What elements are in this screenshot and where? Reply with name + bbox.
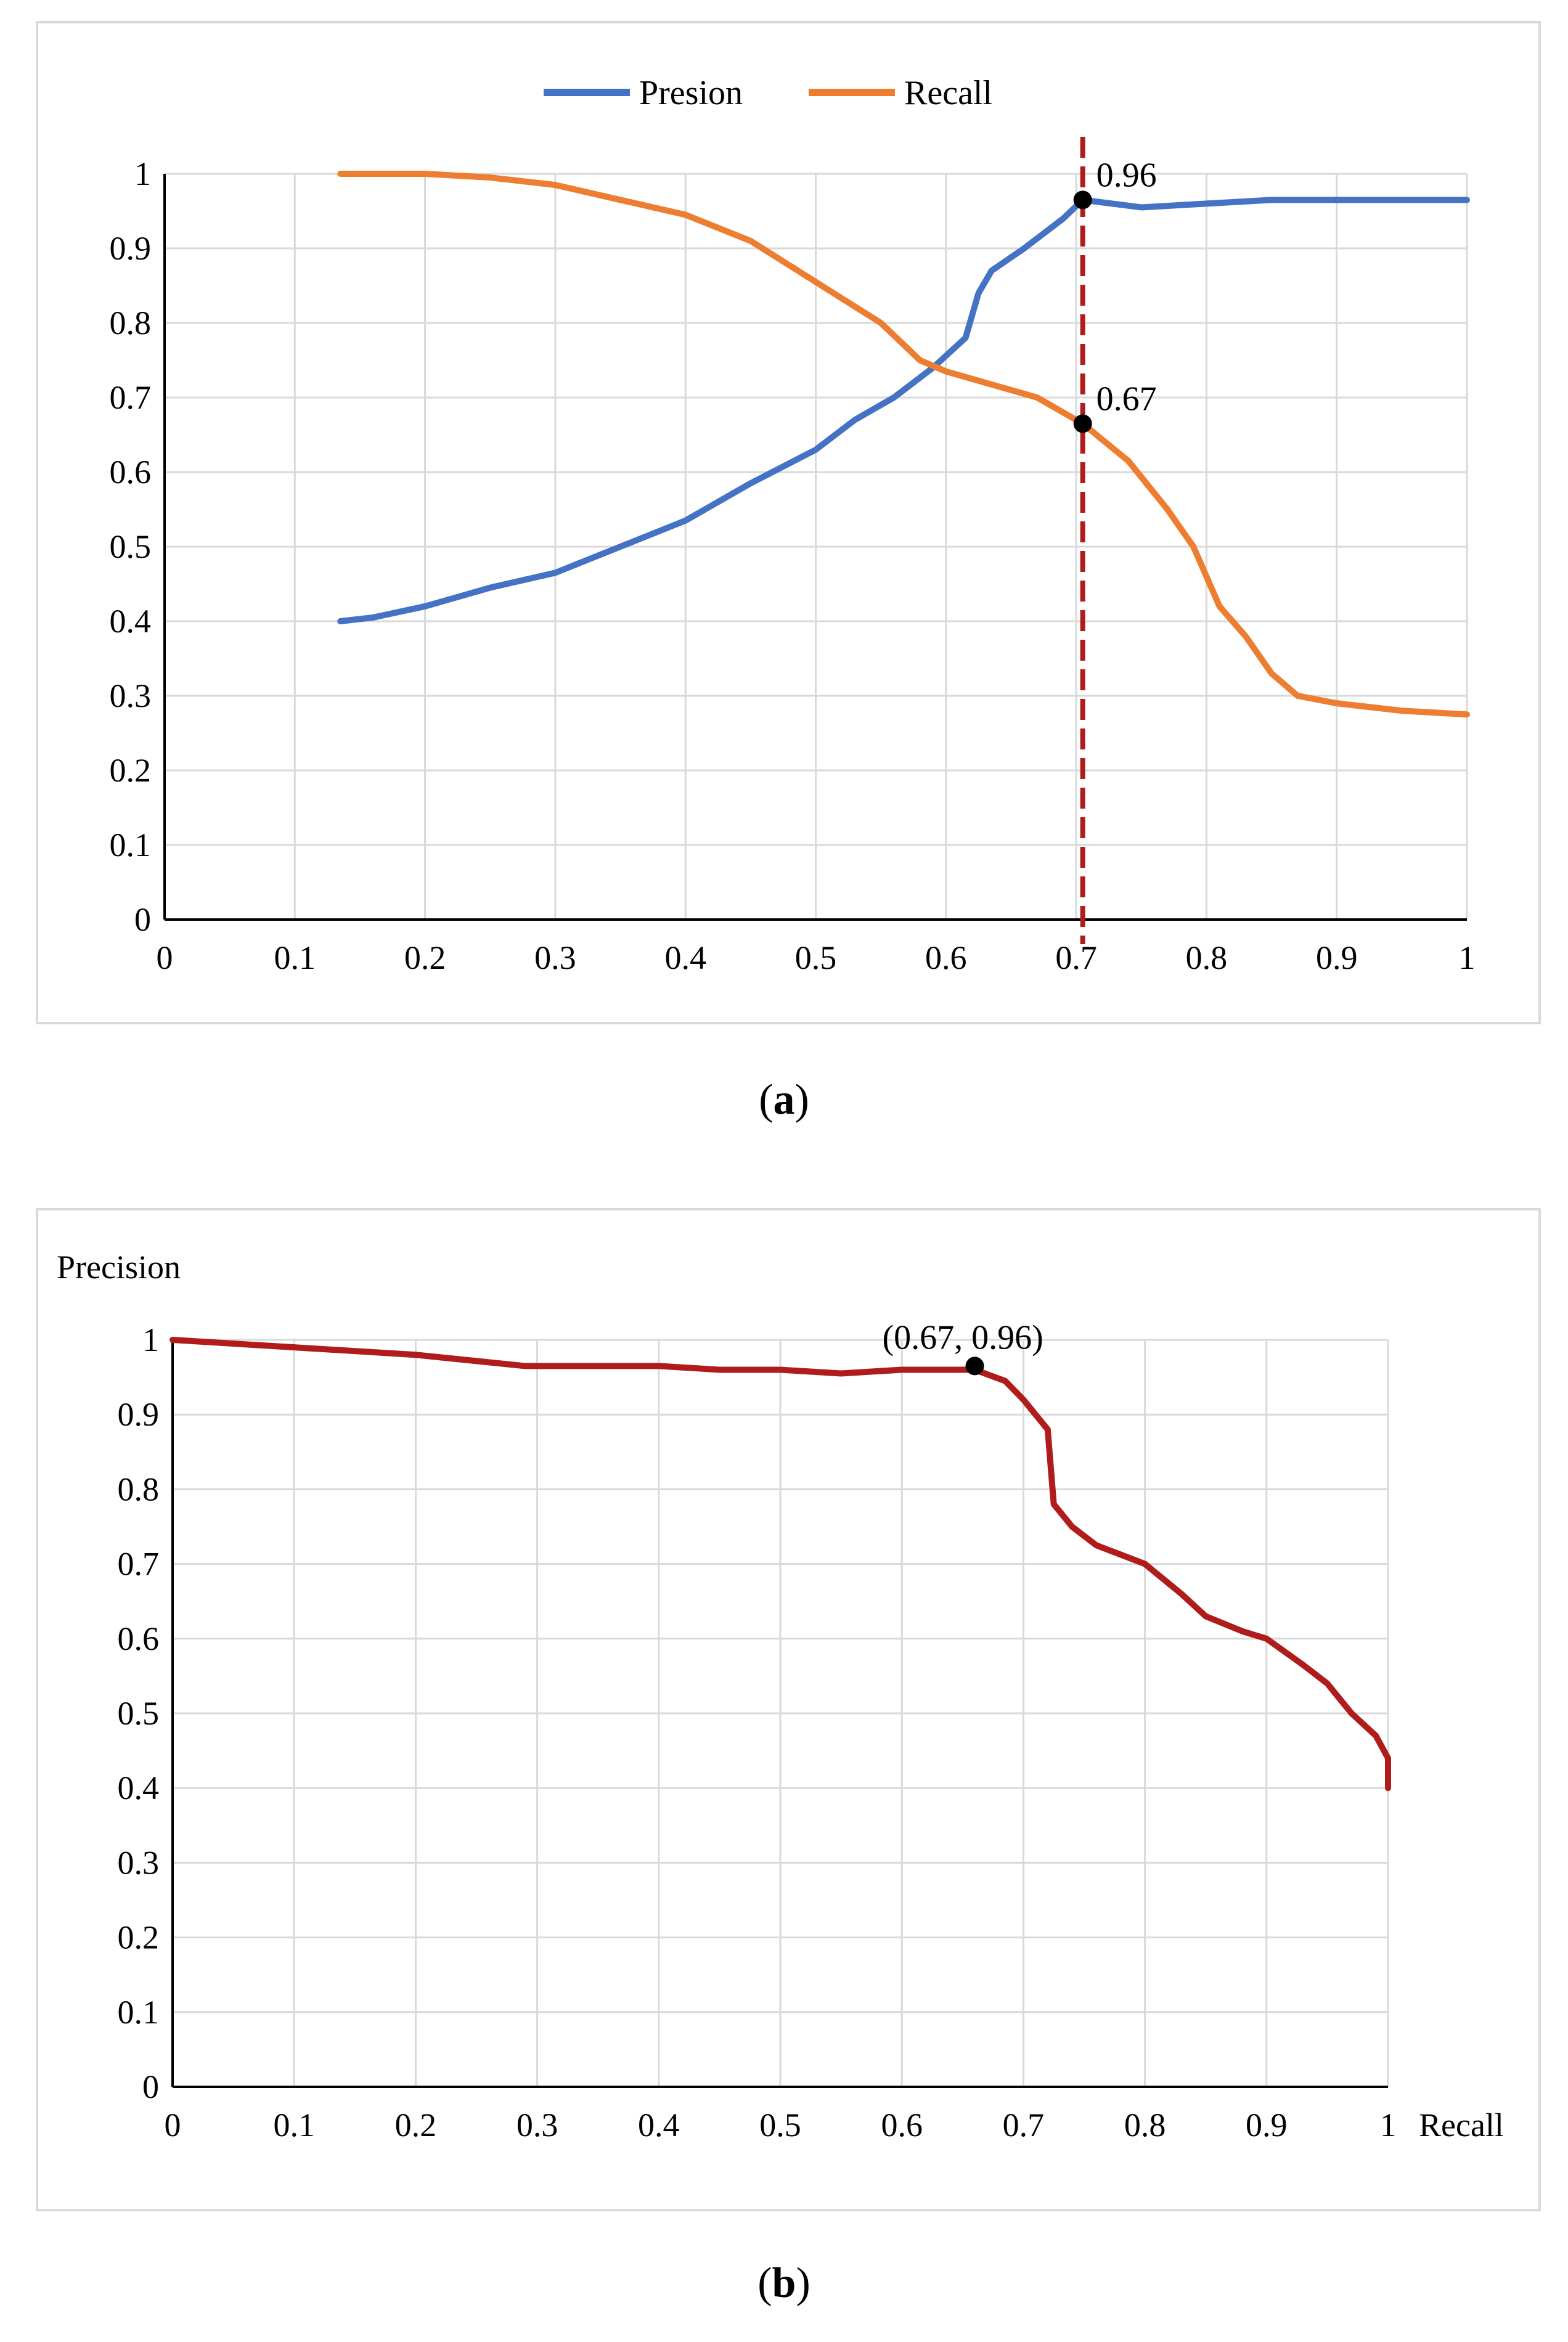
chart1-y-tick-label: 0	[142, 2068, 159, 2105]
caption-b: (b)	[757, 2259, 811, 2307]
chart0-x-tick-label: 0.5	[795, 939, 837, 976]
chart0-legend-label-0: Presion	[639, 74, 743, 112]
chart1-y-tick-label: 0.6	[118, 1620, 160, 1657]
chart1-x-tick-label: 0.9	[1246, 2107, 1288, 2144]
chart0-y-tick-label: 0	[134, 901, 151, 938]
chart1-y-tick-label: 0.1	[118, 1994, 160, 2031]
chart0-annotation-label: 0.96	[1096, 156, 1157, 194]
chart0-series-recall-line	[337, 171, 1470, 718]
chart1-x-tick-label: 0.3	[517, 2107, 558, 2144]
chart1-annotation-label: (0.67, 0.96)	[883, 1318, 1043, 1357]
chart1-y-tick-label: 0.2	[118, 1919, 160, 1956]
chart1-x-tick-label: 0.8	[1124, 2107, 1166, 2144]
chart0-y-tick-label: 0.8	[110, 304, 152, 341]
chart0-x-tick-label: 0.4	[664, 939, 706, 976]
chart1-x-tick-label: 0.2	[395, 2107, 437, 2144]
chart1-y-tick-label: 1	[142, 1321, 159, 1358]
chart0-y-tick-label: 0.4	[110, 603, 152, 640]
chart0-y-tick-label: 1	[134, 155, 151, 192]
chart0-y-tick-label: 0.7	[110, 379, 152, 416]
chart1-y-tick-label: 0.9	[118, 1396, 160, 1433]
chart1-x-tick-label: 1	[1380, 2107, 1397, 2144]
chart0-x-tick-label: 0.3	[534, 939, 576, 976]
chart1-x-tick-label: 0.4	[638, 2107, 680, 2144]
chart0-x-tick-label: 0.2	[404, 939, 446, 976]
caption-a: (a)	[759, 1076, 809, 1124]
chart1-y-tick-label: 0.4	[118, 1769, 160, 1806]
chart0-y-tick-label: 0.6	[110, 454, 152, 491]
chart1-x-tick-label: 0.7	[1003, 2107, 1045, 2144]
chart0-x-tick-label: 0.6	[925, 939, 967, 976]
chart1-y-axis-title: Precision	[57, 1249, 181, 1286]
chart1-annotation-point	[965, 1357, 984, 1376]
chart0-annotation-label: 0.67	[1096, 380, 1157, 418]
chart1-y-tick-label: 0.5	[118, 1695, 160, 1732]
chart0-series-presion-line	[337, 197, 1470, 624]
chart0-x-tick-label: 0.9	[1316, 939, 1358, 976]
chart0-y-tick-label: 0.5	[110, 528, 152, 565]
chart0-y-tick-label: 0.1	[110, 826, 152, 863]
chart0-y-tick-label: 0.2	[110, 752, 152, 789]
chart0-legend-label-1: Recall	[904, 74, 992, 112]
chart0-x-tick-label: 0	[157, 939, 173, 976]
chart-panel-a: 0 0.1 0.2 0.3 0.4 0.5 0.6 0.7 0.8 0.9 1 0 0.1 0.2 0.3 0…	[36, 21, 1541, 1024]
chart1-x-tick-label: 0.5	[759, 2107, 801, 2144]
chart1-series-precision-recall-line	[169, 1337, 1391, 1792]
chart0-annotation-point	[1073, 190, 1092, 210]
chart1-y-tick-label: 0.8	[118, 1471, 160, 1508]
caption-b-letter: b	[772, 2259, 796, 2307]
chart1-y-tick-label: 0.7	[118, 1546, 160, 1583]
chart1-x-axis-title: Recall	[1419, 2107, 1504, 2144]
chart1-y-tick-label: 0.3	[118, 1844, 160, 1881]
chart0-y-tick-label: 0.9	[110, 230, 152, 267]
chart1-x-tick-label: 0	[165, 2107, 181, 2144]
chart1-x-tick-label: 0.6	[881, 2107, 923, 2144]
chart-b-svg: 0 0.1 0.2 0.3 0.4 0.5 0.6 0.7 0.8 0.9 1 0 0.1 0.2 0.3 0…	[57, 1249, 1504, 2144]
chart0-x-tick-label: 0.7	[1055, 939, 1097, 976]
chart0-x-tick-label: 0.1	[274, 939, 316, 976]
chart0-annotation-point	[1073, 414, 1092, 433]
chart-panel-b: 0 0.1 0.2 0.3 0.4 0.5 0.6 0.7 0.8 0.9 1 0 0.1 0.2 0.3 0…	[36, 1208, 1541, 2211]
chart-a-svg: 0 0.1 0.2 0.3 0.4 0.5 0.6 0.7 0.8 0.9 1 0 0.1 0.2 0.3 0…	[110, 74, 1476, 976]
chart1-x-tick-label: 0.1	[273, 2107, 315, 2144]
chart0-x-tick-label: 0.8	[1186, 939, 1228, 976]
chart0-x-tick-label: 1	[1459, 939, 1476, 976]
chart0-y-tick-label: 0.3	[110, 677, 152, 714]
caption-a-letter: a	[773, 1076, 795, 1124]
